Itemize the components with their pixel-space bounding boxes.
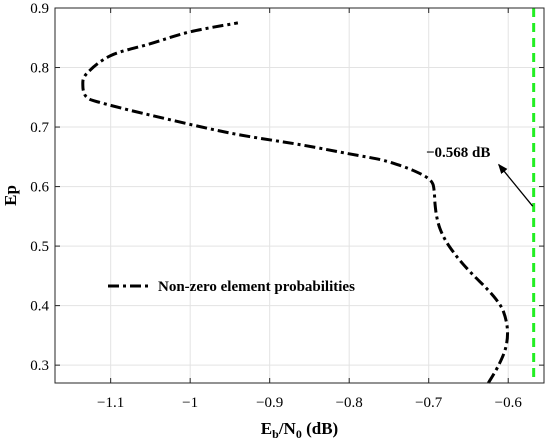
annotation-text: −0.568 dB <box>426 145 490 161</box>
series-layer <box>81 8 536 384</box>
x-label-sub2: 0 <box>296 427 302 441</box>
y-tick-label: 0.4 <box>30 299 49 315</box>
series-line-0 <box>81 21 510 384</box>
x-label-main: E <box>261 419 272 438</box>
y-tick-label: 0.8 <box>30 61 49 77</box>
y-tick-label: 0.7 <box>30 120 49 136</box>
x-tick-label: −1.1 <box>97 395 124 411</box>
legend-label: Non-zero element probabilities <box>158 279 355 295</box>
ticks: −1.1 −1 −0.9 −0.8 −0.7 −0.6 0.3 0.4 0.5 0.6 0.7 0.8… <box>30 1 544 411</box>
y-axis-label: Ep <box>1 185 20 206</box>
x-tick-label: −0.9 <box>256 395 283 411</box>
x-label-mid: /N <box>278 419 297 438</box>
y-tick-label: 0.6 <box>30 180 49 196</box>
y-tick-label: 0.3 <box>30 358 49 374</box>
y-tick-label: 0.9 <box>30 1 49 17</box>
annotation-arrow <box>498 163 534 207</box>
annotation: −0.568 dB <box>426 145 534 207</box>
x-tick-label: −0.7 <box>415 395 443 411</box>
x-tick-label: −0.8 <box>336 395 363 411</box>
legend: Non-zero element probabilities <box>108 279 355 295</box>
y-tick-label: 0.5 <box>30 239 49 255</box>
plot-frame <box>54 7 545 384</box>
x-tick-label: −1 <box>182 395 198 411</box>
x-axis-label: Eb/N0 (dB) <box>261 419 338 441</box>
x-tick-label: −0.6 <box>495 395 523 411</box>
x-label-unit: (dB) <box>302 419 338 438</box>
x-label-sub1: b <box>272 427 279 441</box>
